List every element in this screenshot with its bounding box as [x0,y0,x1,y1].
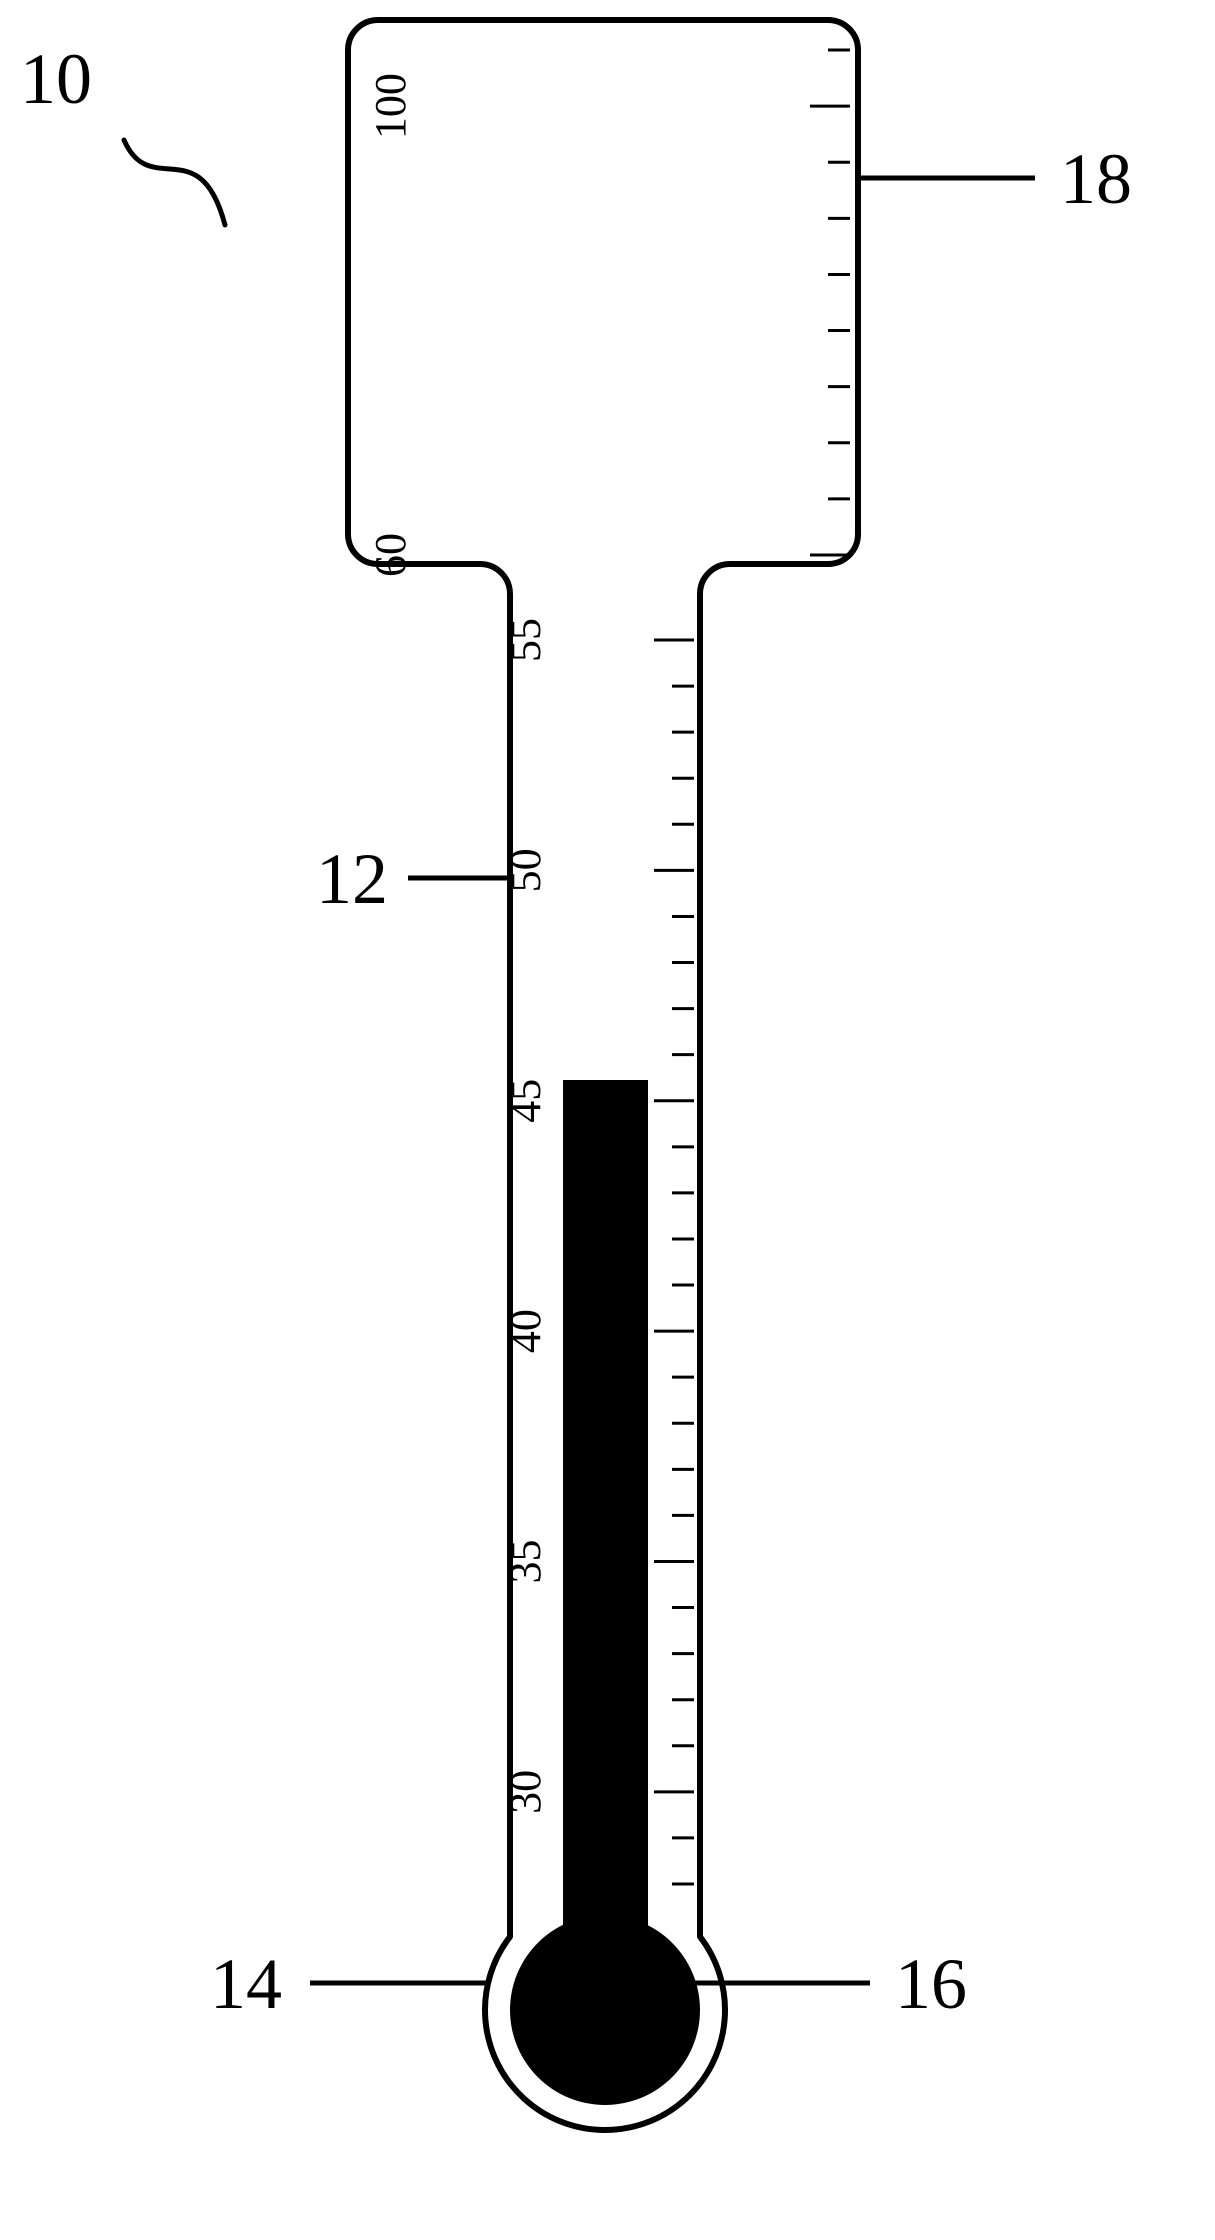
callout-squiggle-10 [124,140,225,225]
figure-root: 30 35 40 45 50 55 60 100 10 18 12 14 16 [0,0,1215,2240]
scale-label: 35 [501,1539,550,1583]
scale-label: 100 [366,73,415,139]
scale-label: 30 [501,1770,550,1814]
callout-label-12: 12 [316,838,388,921]
callout-label-18: 18 [1060,138,1132,221]
mercury-column [563,1080,648,1930]
scale-label: 40 [501,1309,550,1353]
mercury-bulb [510,1915,700,2105]
scale-label: 55 [501,618,550,662]
scale-label: 50 [501,848,550,892]
callout-label-14: 14 [210,1943,282,2026]
scale-label: 60 [366,533,415,577]
callout-label-16: 16 [895,1943,967,2026]
thermometer-diagram: 30 35 40 45 50 55 60 100 [0,0,1215,2240]
callout-label-10: 10 [20,38,92,121]
scale-label: 45 [501,1079,550,1123]
